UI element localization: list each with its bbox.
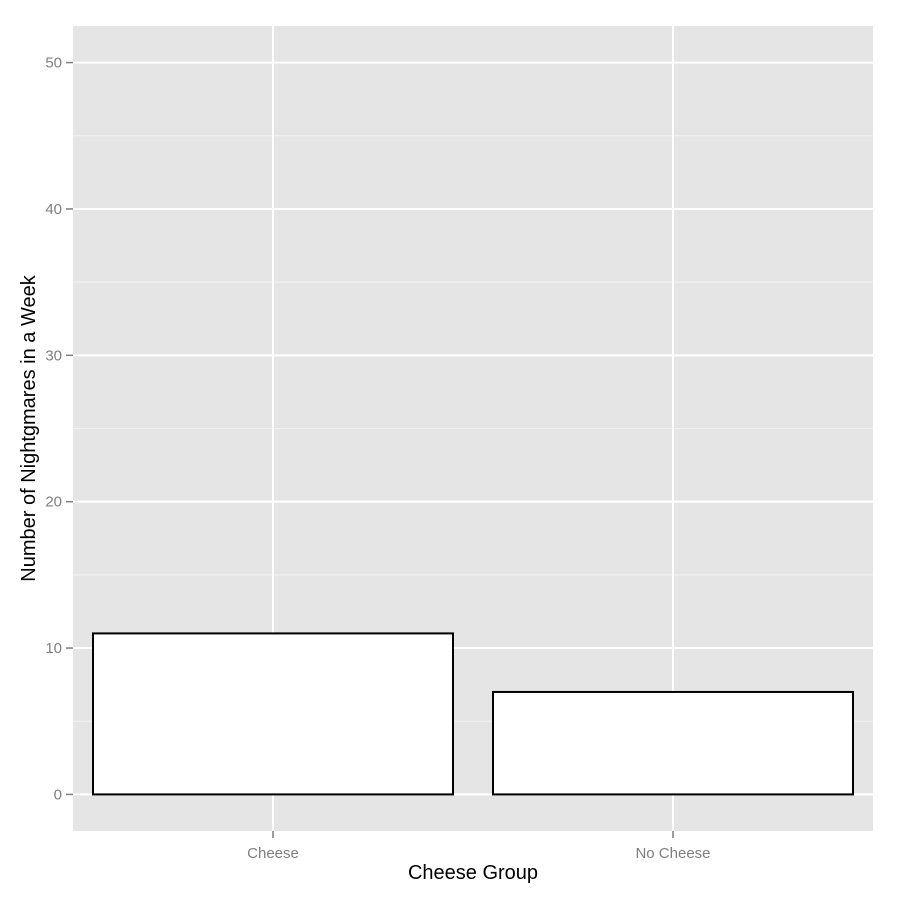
x-axis: Cheese No Cheese bbox=[247, 831, 711, 862]
y-tick-label: 20 bbox=[45, 494, 62, 511]
y-axis-title: Number of Nightgmares in a Week bbox=[18, 274, 40, 581]
x-tick-label: No Cheese bbox=[635, 845, 710, 862]
bar-no-cheese bbox=[492, 690, 854, 796]
major-gridlines bbox=[73, 26, 873, 831]
x-tick-label: Cheese bbox=[247, 845, 299, 862]
y-tick-label: 50 bbox=[45, 55, 62, 72]
bar-cheese bbox=[92, 632, 454, 796]
y-tick-label: 40 bbox=[45, 201, 62, 218]
x-axis-title: Cheese Group bbox=[408, 862, 538, 884]
y-tick-label: 0 bbox=[54, 786, 62, 803]
y-tick-label: 10 bbox=[45, 640, 62, 657]
bars bbox=[92, 632, 854, 796]
y-tick-label: 30 bbox=[45, 347, 62, 364]
y-axis: 0 10 20 30 40 50 bbox=[45, 55, 73, 803]
